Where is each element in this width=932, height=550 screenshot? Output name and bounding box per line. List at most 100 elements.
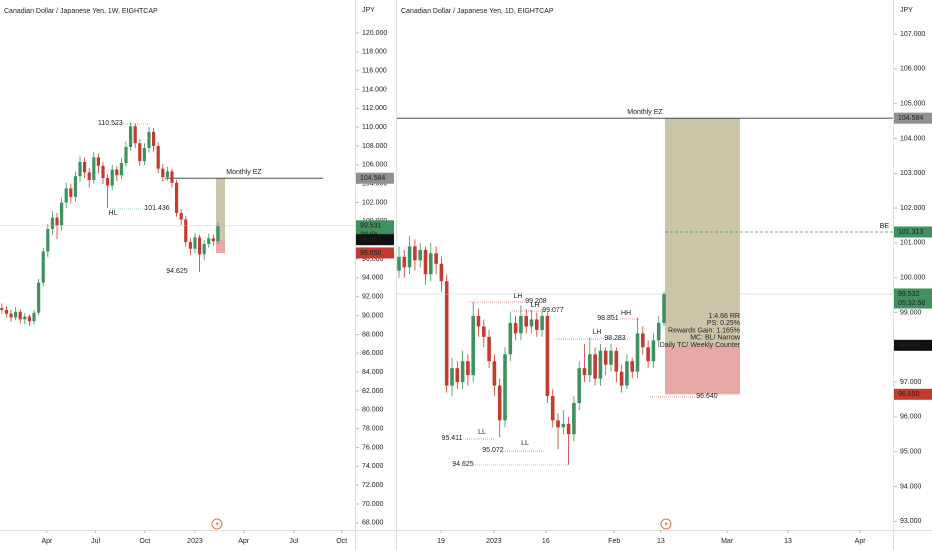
trade-note: MC: BL/ Narrow — [690, 335, 741, 342]
y-tick-label: 118.000 — [362, 49, 387, 56]
y-tick-label: 112.000 — [362, 105, 387, 112]
candle-body — [147, 131, 151, 148]
candle-body — [519, 315, 523, 334]
y-tick-label: 106.000 — [362, 162, 387, 169]
candle-body — [566, 423, 571, 435]
replay-icon[interactable] — [211, 518, 223, 530]
price-badge-label: 104.584 — [360, 175, 385, 182]
candle-body — [161, 168, 165, 178]
candle-body — [529, 319, 534, 327]
candle-body — [193, 237, 197, 249]
candle-body — [4, 309, 9, 314]
stop-zone — [665, 345, 740, 395]
chart-title: Canadian Dollar / Japanese Yen, 1D, EIGH… — [401, 8, 554, 15]
y-tick-label: 102.000 — [362, 199, 387, 206]
candle-body — [614, 350, 619, 372]
level-label: Monthly EZ — [226, 169, 262, 176]
candle-body — [413, 246, 417, 261]
candle-body — [497, 385, 502, 421]
candle-body — [92, 157, 96, 180]
price-badge — [356, 234, 394, 246]
candle-body — [397, 256, 401, 271]
y-tick-label: 80.000 — [362, 407, 384, 414]
y-tick-label: 82.000 — [362, 388, 384, 395]
candle-body — [630, 361, 635, 372]
candle-body — [619, 371, 624, 386]
annotation: 94.625 — [452, 461, 474, 468]
annotation: 101.436 — [144, 205, 169, 212]
price-badge-label: 98.057 — [898, 342, 920, 349]
x-tick-label: 16 — [542, 538, 550, 545]
y-tick-label: 120.000 — [362, 30, 387, 37]
candle-body — [641, 333, 645, 348]
candle-body — [174, 182, 179, 213]
candle-body — [434, 253, 438, 264]
candle-body — [170, 171, 174, 183]
candle-body — [635, 333, 640, 372]
y-tick-label: 104.000 — [900, 135, 925, 142]
candle-body — [407, 246, 412, 268]
candle-body — [524, 315, 529, 327]
candle-body — [179, 212, 183, 220]
candle-body — [455, 368, 460, 383]
replay-icon[interactable] — [660, 518, 672, 530]
annotation: 99.077 — [542, 307, 564, 314]
y-tick-label: 96.000 — [362, 256, 384, 263]
stop-zone — [216, 239, 225, 253]
candle-body — [651, 340, 656, 362]
candle-body — [184, 219, 188, 243]
annotation: LH — [514, 293, 523, 300]
price-badge — [894, 112, 932, 124]
price-badge-label: 101.313 — [898, 229, 923, 236]
candle-body — [503, 354, 507, 421]
candle-body — [588, 354, 592, 376]
candle-body — [577, 368, 582, 403]
y-tick-label: 88.000 — [362, 331, 384, 338]
annotation: HH — [621, 310, 631, 317]
candle-body — [101, 165, 105, 179]
y-tick-label: 99.000 — [900, 309, 922, 316]
price-badge-label: 99.532 — [898, 291, 920, 298]
candle-body — [64, 188, 68, 203]
annotation: 98.283 — [604, 335, 626, 342]
axis-label: JPY — [362, 7, 375, 14]
annotation: 110.523 — [98, 120, 123, 127]
candle-body — [662, 293, 666, 323]
x-tick-label: Oct — [336, 538, 347, 545]
candle-body — [603, 350, 608, 365]
x-tick-label: 2023 — [187, 538, 203, 545]
annotation: LL — [478, 429, 486, 436]
candle-body — [60, 202, 64, 226]
candle-body — [466, 361, 470, 376]
y-tick-label: 74.000 — [362, 463, 384, 470]
annotation: 95.411 — [442, 435, 463, 442]
chart-title: Canadian Dollar / Japanese Yen, 1W, EIGH… — [4, 8, 158, 15]
candle-body — [128, 126, 133, 147]
annotation: LL — [521, 440, 529, 447]
y-tick-label: 93.000 — [900, 518, 922, 525]
candle-body — [87, 172, 91, 180]
price-badge — [894, 388, 932, 400]
candle-body — [545, 315, 550, 397]
y-tick-label: 94.000 — [362, 275, 384, 282]
trade-note: Rewards Gain: 1.165% — [668, 327, 740, 334]
x-tick-label: 2023 — [486, 538, 502, 545]
level-label: BE — [880, 223, 890, 230]
annotation: HL — [109, 210, 118, 217]
candle-body — [202, 243, 206, 255]
x-tick-label: Apr — [238, 538, 250, 545]
y-tick-label: 110.000 — [362, 124, 387, 131]
candle-body — [460, 361, 465, 383]
candle-body — [119, 162, 123, 176]
y-tick-label: 108.000 — [362, 143, 387, 150]
x-tick-label: Oct — [139, 538, 150, 545]
target-zone — [216, 178, 225, 240]
price-badge — [894, 339, 932, 351]
candle-body — [429, 253, 433, 275]
candle-body — [32, 312, 36, 322]
annotation: 96.640 — [696, 393, 718, 400]
candle-body — [165, 171, 169, 178]
candle-body — [656, 322, 661, 341]
price-badge — [356, 172, 394, 184]
